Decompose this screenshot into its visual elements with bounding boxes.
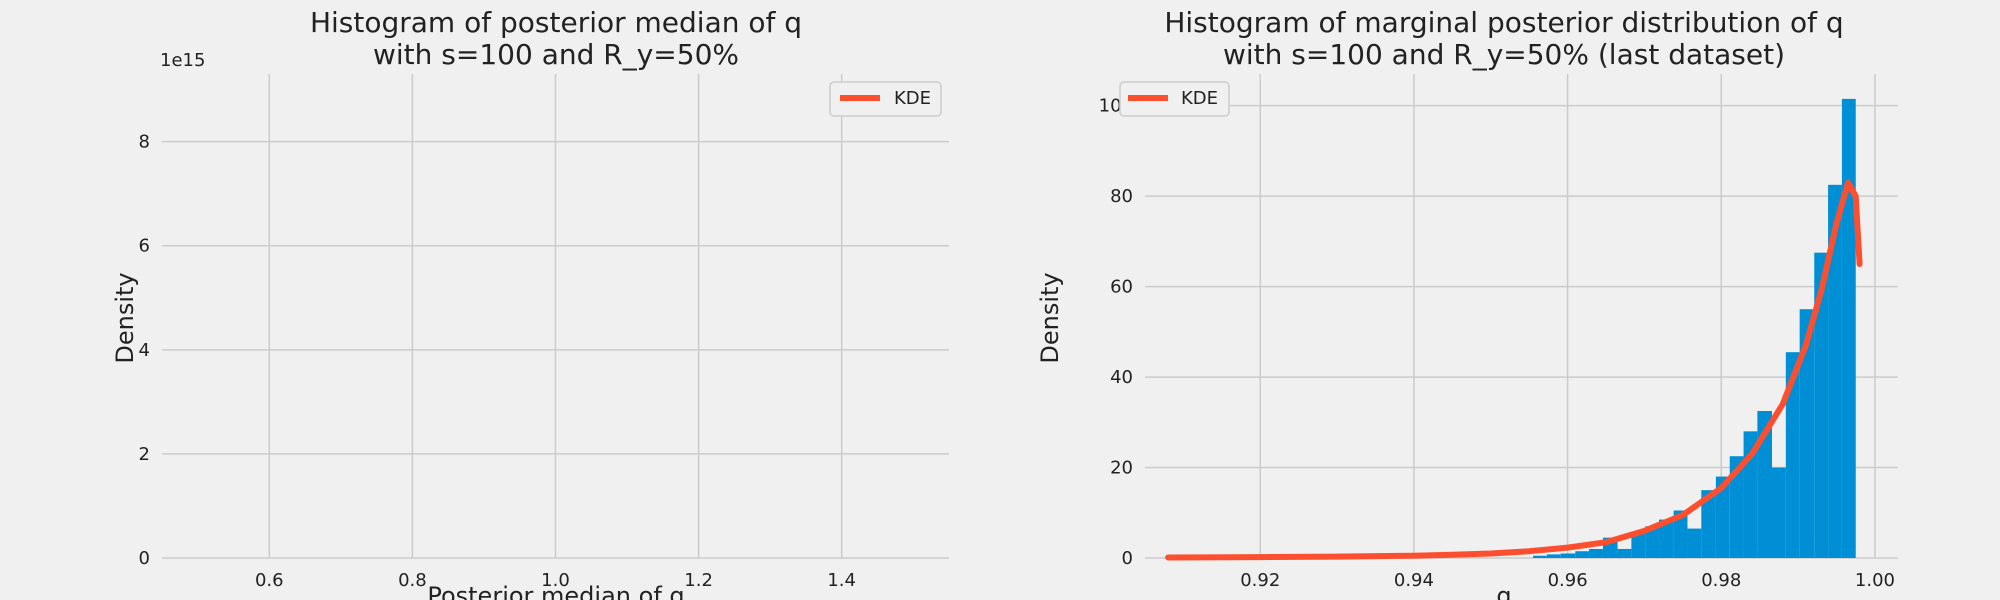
histogram-bar xyxy=(1589,548,1603,558)
x-tick-label: 0.98 xyxy=(1701,570,1741,591)
histogram-bar xyxy=(1659,519,1674,558)
legend-kde-label: KDE xyxy=(894,88,931,109)
histogram-bar xyxy=(1575,551,1590,558)
chart-title-line-1: Histogram of marginal posterior distribu… xyxy=(1164,6,1843,39)
x-tick-label: 0.8 xyxy=(398,570,427,591)
y-tick-label: 60 xyxy=(1110,277,1133,298)
grid-lines xyxy=(162,74,949,559)
kde-line xyxy=(1165,179,1863,561)
x-tick-label: 0.92 xyxy=(1240,570,1280,591)
histogram-bar xyxy=(1687,528,1702,558)
x-tick-label: 1.00 xyxy=(1855,570,1895,591)
histogram-bar xyxy=(1673,510,1688,558)
legend: KDE xyxy=(829,81,942,117)
histogram-bar xyxy=(1701,490,1716,558)
x-tick-label: 1.4 xyxy=(827,570,856,591)
legend-box xyxy=(1119,81,1230,117)
legend-kde-label: KDE xyxy=(1181,88,1218,109)
histogram-bars xyxy=(1533,98,1856,558)
histogram-posterior-median-plot: 0.6 0.8 1.0 1.2 1.4 0 2 4 6 8 Histogram of poster… xyxy=(111,6,949,600)
histogram-bar xyxy=(1785,352,1800,558)
histogram-bar xyxy=(1799,309,1815,558)
histogram-bar xyxy=(1757,410,1772,558)
x-axis-label: q xyxy=(1496,582,1511,600)
y-tick-label: 0 xyxy=(1122,548,1133,569)
histogram-bar xyxy=(1631,533,1646,558)
chart-title-line-1: Histogram of posterior median of q xyxy=(310,6,802,39)
y-tick-label: 6 xyxy=(139,236,150,257)
legend: KDE xyxy=(1119,81,1230,117)
histogram-bar xyxy=(1645,526,1660,558)
histogram-bar xyxy=(1841,98,1856,558)
legend-box xyxy=(829,81,942,117)
x-tick-label: 1.0 xyxy=(541,570,570,591)
y-tick-label: 2 xyxy=(139,444,150,465)
y-tick-label: 0 xyxy=(139,548,150,569)
y-tick-label: 40 xyxy=(1110,367,1133,388)
y-tick-label: 4 xyxy=(139,340,150,361)
histogram-bar xyxy=(1729,456,1744,558)
y-axis-label: Density xyxy=(111,272,139,363)
tick-labels: 0.6 0.8 1.0 1.2 1.4 0 2 4 6 8 xyxy=(139,132,856,591)
histogram-bar xyxy=(1771,467,1786,558)
y-axis-offset-label: 1e15 xyxy=(160,50,205,71)
x-tick-label: 0.96 xyxy=(1548,570,1588,591)
histogram-bar xyxy=(1560,553,1576,558)
kde-curve xyxy=(1165,179,1863,561)
y-tick-label: 80 xyxy=(1110,186,1133,207)
y-tick-label: 8 xyxy=(139,132,150,153)
x-tick-label: 0.94 xyxy=(1394,570,1434,591)
y-tick-label: 20 xyxy=(1110,458,1133,479)
chart-title-line-2: with s=100 and R_y=50% (last dataset) xyxy=(1223,38,1785,71)
x-axis-label: Posterior median of q xyxy=(427,582,684,600)
chart-title-line-2: with s=100 and R_y=50% xyxy=(373,38,739,71)
x-tick-label: 0.6 xyxy=(255,570,284,591)
histogram-bar xyxy=(1546,554,1561,558)
x-tick-label: 1.2 xyxy=(684,570,713,591)
histogram-bar xyxy=(1814,252,1829,558)
histogram-bar xyxy=(1715,476,1730,558)
y-axis-label: Density xyxy=(1036,272,1064,363)
histogram-bar xyxy=(1828,184,1842,558)
histogram-bar xyxy=(1533,555,1547,558)
histogram-bar xyxy=(1617,548,1632,558)
